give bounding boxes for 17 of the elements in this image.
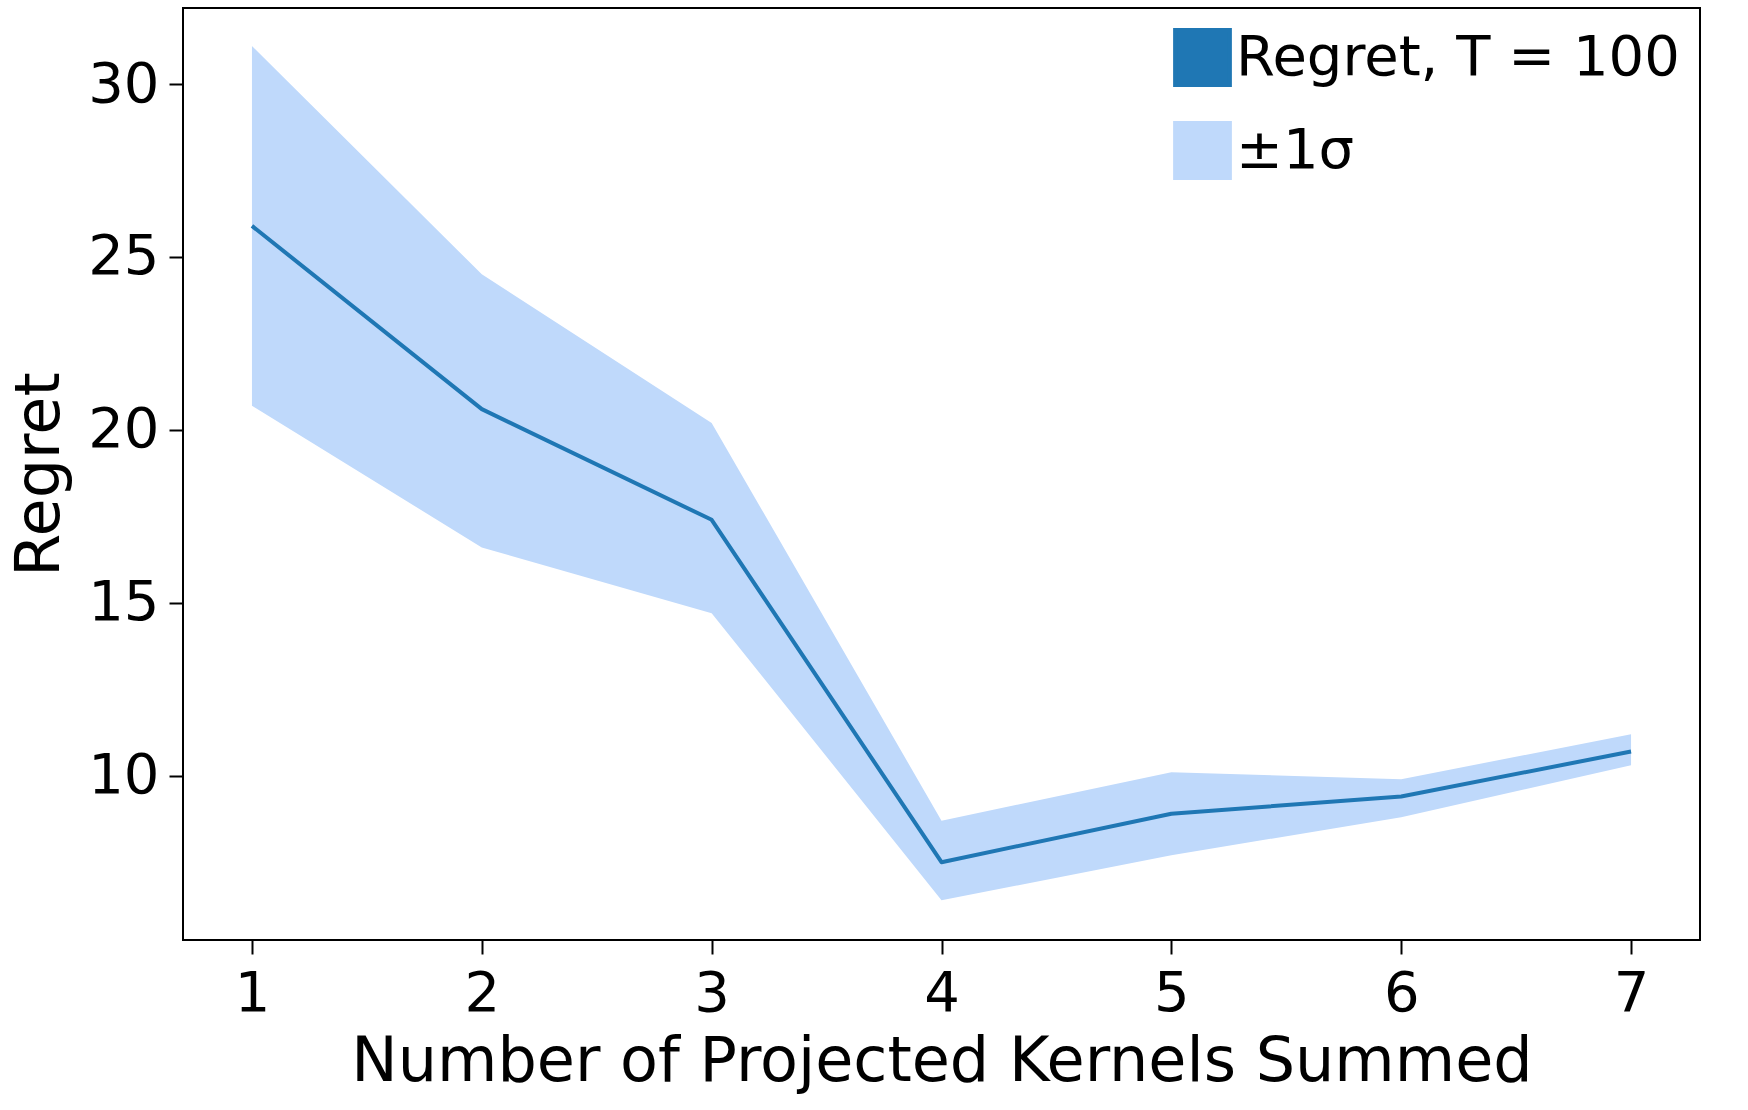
x-tick-label: 3 — [694, 958, 730, 1024]
x-tick-label: 1 — [234, 958, 271, 1024]
y-tick-label: 20 — [88, 395, 160, 461]
legend-label: ±1σ — [1236, 115, 1355, 181]
x-tick-label: 4 — [924, 958, 960, 1024]
y-tick-label: 30 — [88, 49, 160, 115]
y-axis-title: Regret — [1, 372, 75, 577]
y-tick-label: 15 — [88, 568, 160, 634]
x-tick-label: 2 — [464, 958, 501, 1024]
x-tick-label: 6 — [1383, 958, 1420, 1024]
x-axis-title: Number of Projected Kernels Summed — [351, 1022, 1533, 1096]
line-series — [249, 223, 1634, 865]
y-tick-label: 25 — [88, 222, 160, 288]
x-tick-label: 5 — [1154, 958, 1190, 1024]
legend-label: Regret, T = 100 — [1236, 22, 1680, 88]
y-tick-label: 10 — [88, 741, 160, 807]
x-tick-label: 7 — [1613, 958, 1650, 1024]
